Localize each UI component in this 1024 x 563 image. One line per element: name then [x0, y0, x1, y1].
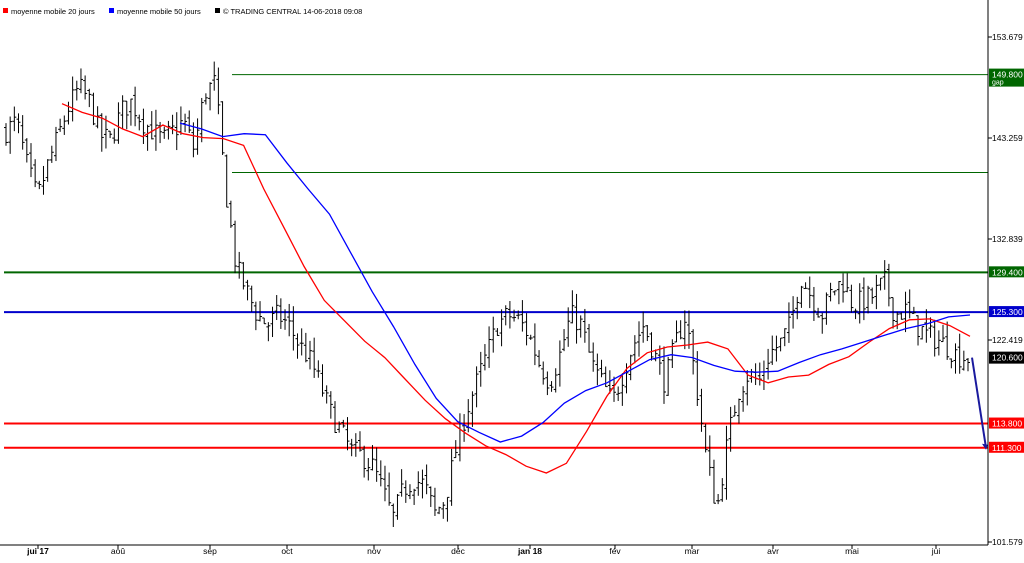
x-tick-label: jui 17 — [26, 546, 49, 556]
level-label-box — [989, 266, 1024, 278]
level-label-text: 125.300 — [992, 307, 1023, 317]
y-tick-label: 153.679 — [992, 32, 1023, 42]
x-tick-label: sep — [203, 546, 217, 556]
level-label-box — [989, 306, 1024, 318]
legend-swatch — [109, 8, 114, 13]
level-label-text: 129.400 — [992, 267, 1023, 277]
legend: moyenne mobile 20 jours moyenne mobile 50… — [3, 7, 362, 16]
x-tick-label: nov — [367, 546, 381, 556]
y-tick-label: 132.839 — [992, 234, 1023, 244]
forecast-arrow — [971, 357, 988, 450]
x-tick-label: déc — [451, 546, 465, 556]
ma50-line — [179, 122, 971, 443]
x-tick-label: avr — [767, 546, 779, 556]
x-tick-label: mar — [685, 546, 700, 556]
forecast-line — [971, 357, 987, 448]
level-sublabel-text: gap — [992, 80, 1004, 87]
last-price-text: 120.600 — [992, 353, 1023, 363]
x-tick-label: jan 18 — [517, 546, 542, 556]
y-tick-label: 101.579 — [992, 537, 1023, 547]
x-tick-label: fév — [609, 546, 621, 556]
level-label-box — [989, 417, 1024, 429]
y-tick-label: 122.419 — [992, 335, 1023, 345]
legend-label: moyenne mobile 20 jours — [11, 7, 95, 16]
moving-average-lines — [61, 103, 971, 474]
x-tick-label: jui — [931, 546, 941, 556]
x-tick-label: aoû — [111, 546, 125, 556]
price-bars — [4, 61, 970, 528]
forecast-arrowhead — [982, 443, 988, 450]
level-label-box — [989, 441, 1024, 453]
ma20-line — [61, 103, 971, 474]
legend-swatch — [215, 8, 220, 13]
legend-swatch — [3, 8, 8, 13]
legend-label: © TRADING CENTRAL 14-06-2018 09:08 — [223, 7, 362, 16]
last-price-box — [989, 351, 1024, 364]
x-tick-label: oct — [281, 546, 293, 556]
level-label-text: 113.800 — [992, 419, 1022, 429]
level-label-box — [989, 68, 1024, 87]
level-label-text: 149.800 — [992, 70, 1023, 80]
x-tick-label: mai — [845, 546, 859, 556]
y-tick-label: 143.259 — [992, 133, 1023, 143]
level-label-text: 111.300 — [992, 443, 1022, 453]
legend-label: moyenne mobile 50 jours — [117, 7, 201, 16]
level-lines — [4, 74, 988, 449]
